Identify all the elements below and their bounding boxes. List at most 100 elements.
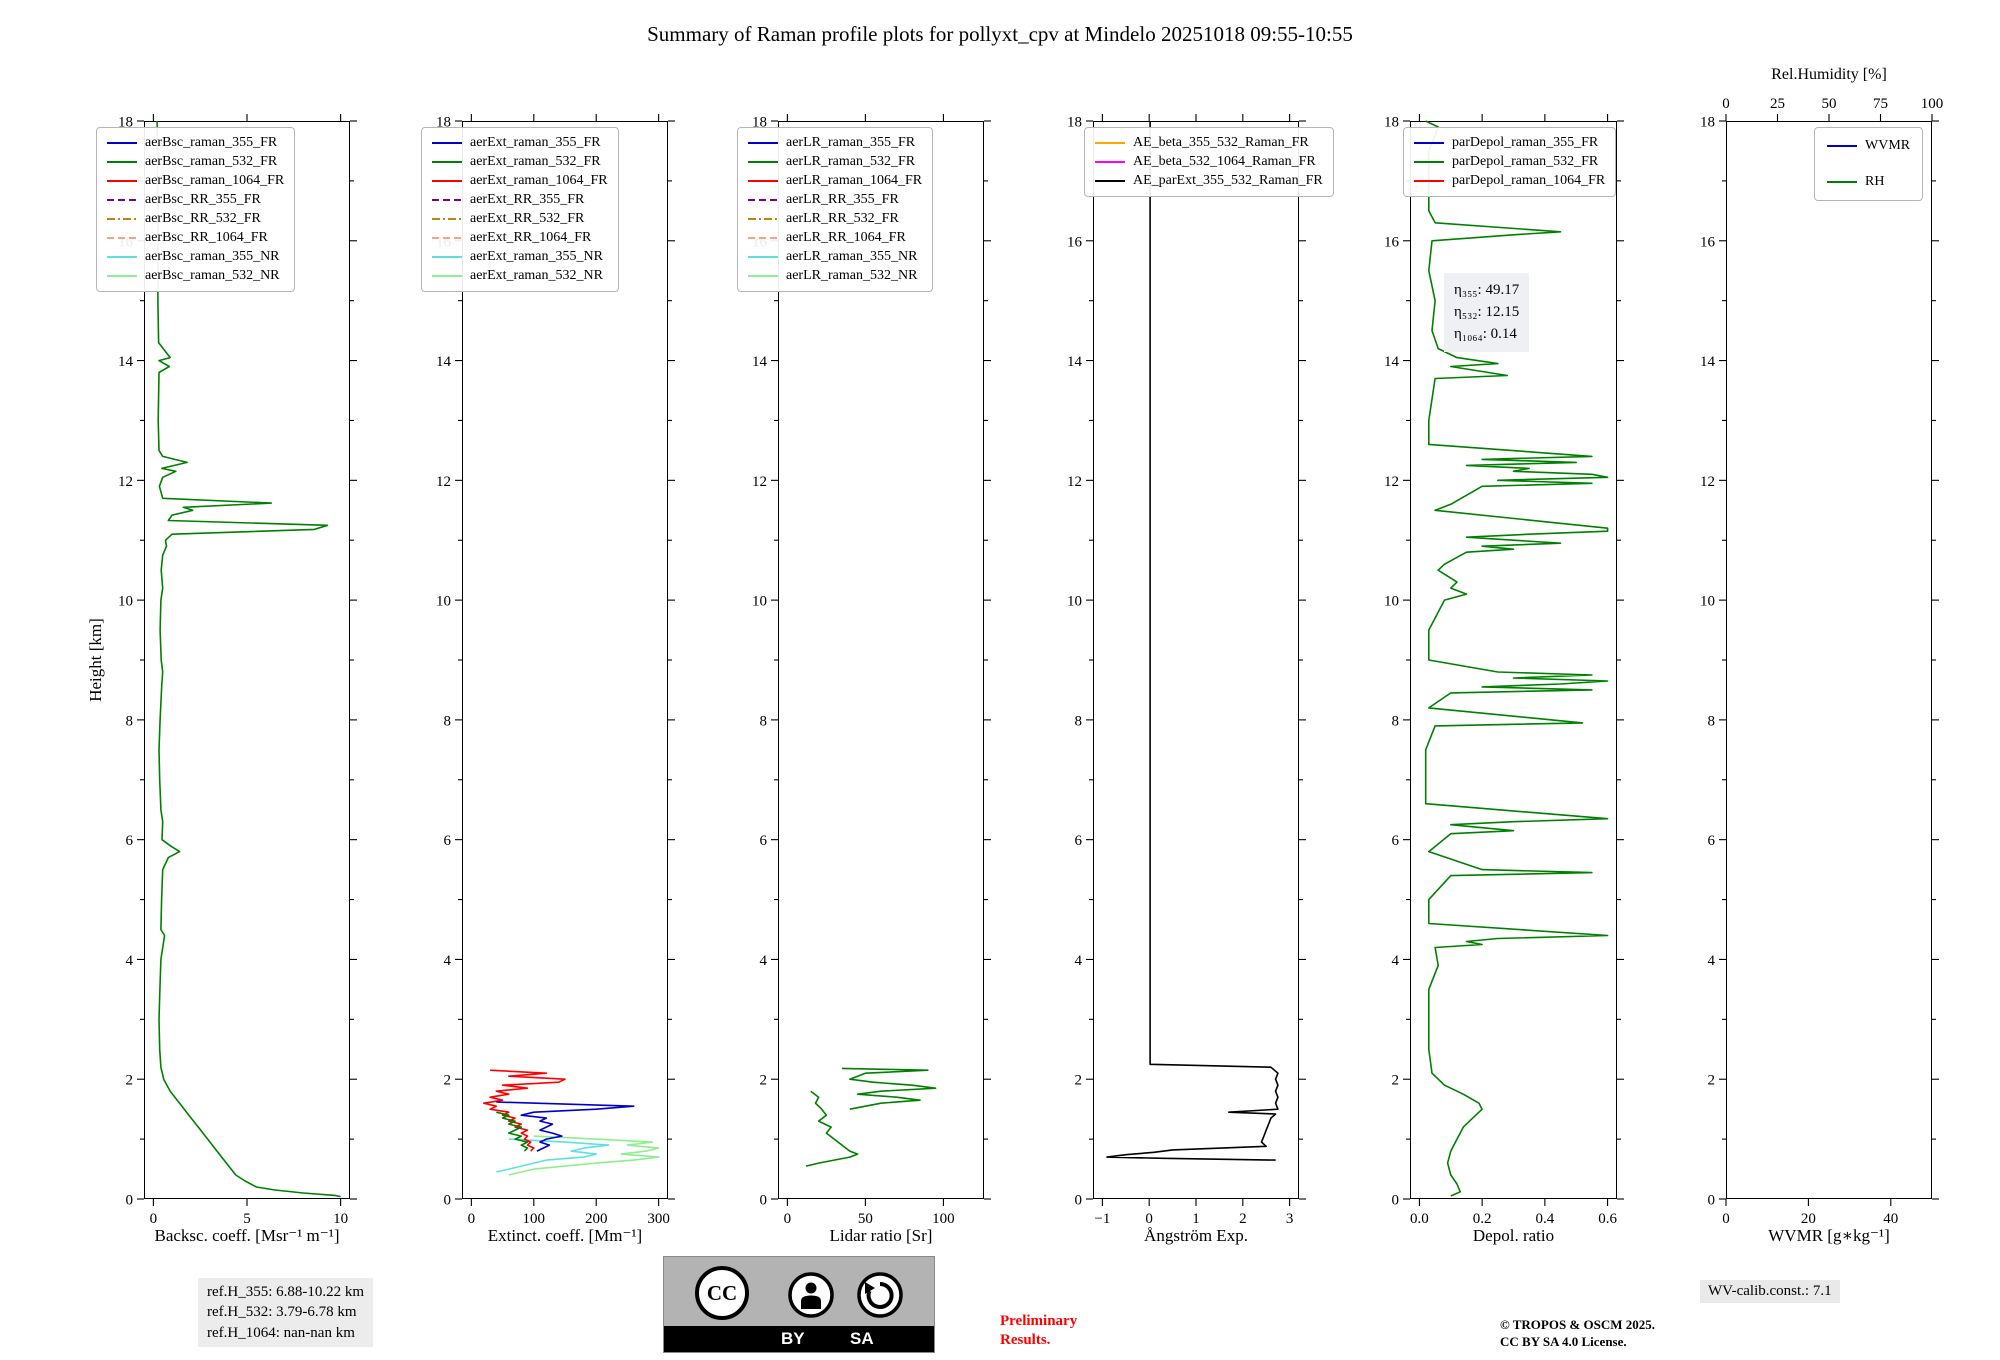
cc-license-badge: CC BY SA <box>663 1256 935 1353</box>
legend-line-icon <box>432 237 462 239</box>
legend-entry: aerBsc_RR_355_FR <box>107 192 284 208</box>
svg-text:14: 14 <box>1384 354 1400 370</box>
svg-text:12: 12 <box>1700 474 1715 490</box>
svg-text:14: 14 <box>118 354 134 370</box>
series-aerExt_raman_532_FR <box>496 1111 529 1152</box>
svg-text:0.4: 0.4 <box>1535 1211 1554 1227</box>
svg-text:0.0: 0.0 <box>1410 1211 1429 1227</box>
svg-text:2: 2 <box>1392 1073 1400 1089</box>
svg-text:0: 0 <box>1722 96 1730 112</box>
legend-entry: aerBsc_raman_532_NR <box>107 268 284 284</box>
svg-text:3: 3 <box>1286 1211 1294 1227</box>
svg-text:8: 8 <box>1392 713 1400 729</box>
series-parDepol_raman_532_FR <box>1424 120 1609 1197</box>
lidar-ratio-xlabel: Lidar ratio [Sr] <box>829 1226 933 1245</box>
svg-text:4: 4 <box>1075 953 1083 969</box>
svg-text:10: 10 <box>752 594 767 610</box>
legend-entry-label: parDepol_raman_355_FR <box>1452 135 1599 150</box>
legend-entry-label: aerLR_raman_532_NR <box>786 268 918 283</box>
svg-text:0: 0 <box>760 1193 768 1209</box>
y-ticks <box>1403 120 1624 1200</box>
legend-line-icon <box>1095 180 1125 182</box>
legend-entry-label: aerBsc_raman_355_FR <box>145 135 278 150</box>
cc-sa-label: SA <box>850 1329 874 1348</box>
legend-entry-label: aerLR_raman_532_FR <box>786 154 916 169</box>
legend-line-icon <box>748 237 778 239</box>
x-ticks <box>152 114 342 1206</box>
legend-line-icon <box>107 199 137 201</box>
legend-entry-label: aerBsc_RR_355_FR <box>145 192 261 207</box>
legend-line-icon <box>748 275 778 277</box>
legend-entry: AE_beta_355_532_Raman_FR <box>1095 135 1323 151</box>
legend-entry: aerExt_RR_355_FR <box>432 192 608 208</box>
svg-text:200: 200 <box>585 1211 608 1227</box>
x-ticks <box>1725 1199 1892 1206</box>
svg-text:CC: CC <box>707 1281 737 1305</box>
svg-text:18: 18 <box>436 115 451 131</box>
legend-entry: aerLR_raman_532_FR <box>748 154 922 170</box>
legend-entry-label: aerLR_RR_532_FR <box>786 211 899 226</box>
legend-entry: aerBsc_RR_1064_FR <box>107 230 284 246</box>
svg-text:8: 8 <box>126 713 134 729</box>
svg-text:0.2: 0.2 <box>1473 1211 1492 1227</box>
cc-attribution-person-icon <box>788 1272 834 1318</box>
legend-line-icon <box>432 275 462 277</box>
svg-text:50: 50 <box>1822 96 1837 112</box>
svg-text:10: 10 <box>333 1211 348 1227</box>
legend-entry-label: aerExt_raman_1064_FR <box>470 173 608 188</box>
eta-annotation-line: η₅₃₂: 12.15 <box>1454 303 1520 320</box>
wvmr-axes <box>1726 121 1932 1199</box>
svg-text:8: 8 <box>1075 713 1083 729</box>
svg-text:10: 10 <box>436 594 451 610</box>
svg-text:−1: −1 <box>1094 1211 1110 1227</box>
svg-text:0: 0 <box>468 1211 476 1227</box>
extinction-xlabel: Extinct. coeff. [Mm⁻¹] <box>487 1226 643 1245</box>
lidar-ratio-axes <box>778 121 984 1199</box>
legend-entry: aerBsc_raman_355_NR <box>107 249 284 265</box>
svg-text:8: 8 <box>760 713 768 729</box>
svg-text:40: 40 <box>1883 1211 1898 1227</box>
legend-entry-label: aerBsc_raman_532_NR <box>145 268 280 283</box>
svg-text:20: 20 <box>1801 1211 1816 1227</box>
legend-entry-label: AE_parExt_355_532_Raman_FR <box>1133 173 1323 188</box>
series-aerExt_raman_355_NR <box>496 1138 610 1173</box>
legend-entry: aerExt_raman_355_FR <box>432 135 608 151</box>
svg-text:14: 14 <box>752 354 768 370</box>
svg-text:4: 4 <box>444 953 452 969</box>
legend-line-icon <box>107 161 137 163</box>
legend-entry: aerExt_RR_532_FR <box>432 211 608 227</box>
legend-entry-label: AE_beta_532_1064_Raman_FR <box>1133 154 1316 169</box>
copyright-note: © TROPOS & OSCM 2025. CC BY SA 4.0 Licen… <box>1500 1317 1656 1349</box>
legend-entry-label: aerExt_raman_532_FR <box>470 154 601 169</box>
legend-line-icon <box>1414 142 1444 144</box>
page-title: Summary of Raman profile plots for polly… <box>647 22 1353 46</box>
depol-plot-svg: 0 2 4 6 8 10 12 14 16 18 0.0 0.2 0.4 0.6 <box>1384 114 1624 1227</box>
legend-entry-label: aerExt_RR_532_FR <box>470 211 585 226</box>
legend-entry: aerLR_RR_1064_FR <box>748 230 922 246</box>
svg-text:2: 2 <box>1075 1073 1083 1089</box>
top-axis-ticks <box>1725 114 1933 121</box>
legend-line-icon <box>1095 161 1125 163</box>
svg-text:0: 0 <box>126 1193 134 1209</box>
wvmr-xlabel: WVMR [g∗kg⁻¹] <box>1768 1226 1890 1245</box>
svg-text:6: 6 <box>1708 833 1716 849</box>
legend-entry-label: aerExt_RR_1064_FR <box>470 230 592 245</box>
svg-text:0: 0 <box>1722 1211 1730 1227</box>
legend-entry-label: aerBsc_raman_532_FR <box>145 154 278 169</box>
reference-heights-note: ref.H_355: 6.88-10.22 km ref.H_532: 3.79… <box>198 1278 374 1347</box>
legend-line-icon <box>432 161 462 163</box>
legend-entry: aerExt_raman_355_NR <box>432 249 608 265</box>
legend-entry: aerLR_raman_355_NR <box>748 249 922 265</box>
legend-line-icon <box>748 142 778 144</box>
svg-text:2: 2 <box>126 1073 134 1089</box>
angstrom-axes <box>1093 121 1299 1199</box>
svg-text:4: 4 <box>1392 953 1400 969</box>
legend-entry: aerLR_raman_1064_FR <box>748 173 922 189</box>
legend-entry: aerLR_RR_532_FR <box>748 211 922 227</box>
svg-text:8: 8 <box>444 713 452 729</box>
svg-text:12: 12 <box>1067 474 1082 490</box>
svg-text:1: 1 <box>1192 1211 1200 1227</box>
svg-text:2: 2 <box>1708 1073 1716 1089</box>
legend-entry: WVMR <box>1827 138 1910 154</box>
